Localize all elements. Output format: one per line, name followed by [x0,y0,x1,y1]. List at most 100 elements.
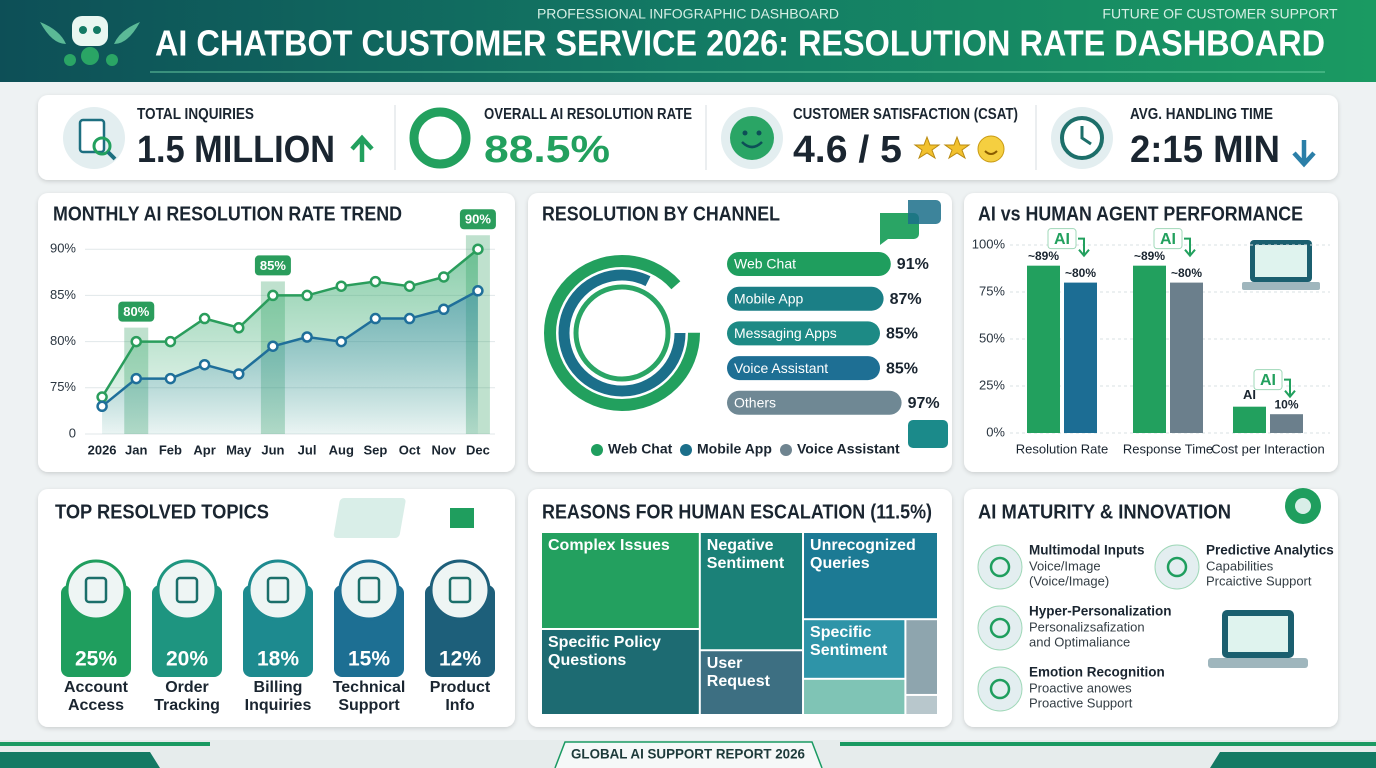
bar [1064,282,1097,433]
value-label: ~89% [1134,249,1165,263]
value-label: ~80% [1171,266,1202,280]
treemap-tile [700,533,803,650]
value-badge [254,255,291,276]
topic-value: 12% [439,648,481,671]
x-tick-label: Jun [261,442,284,457]
bar [1170,282,1203,433]
innovation-icon [1154,544,1200,590]
innovation-line: Capabilities [1206,558,1274,573]
point [267,340,279,352]
value-label: 85% [886,326,918,343]
treemap-tile [700,651,803,714]
kpi-value: 1.5 MILLION [137,129,335,171]
value-label: 80% [123,304,149,319]
annotation-arrow [1078,237,1090,258]
bar [727,356,880,381]
header-title: AI CHATBOT CUSTOMER SERVICE 2026: RESOLU… [155,23,1325,64]
treemap-tile [906,695,937,714]
topic-value: 20% [166,648,208,671]
point [369,275,382,288]
legend-label: Voice Assistant [797,441,900,457]
annotation-box [1253,369,1283,391]
value-label: 85% [886,360,918,377]
y-tick-label: 90% [50,241,76,256]
x-tick-label: May [226,442,252,457]
point [267,289,279,302]
topic-icon [156,559,218,621]
legend-label: Mobile App [697,441,772,457]
x-tick-label: Feb [159,442,182,457]
panel-title: REASONS FOR HUMAN ESCALATION (11.5%) [542,501,932,523]
bar-label: Others [734,395,776,411]
point [198,312,211,325]
point [198,358,211,371]
y-tick-label: 80% [50,333,76,348]
topic-icon [338,559,400,621]
bar-label: Messaging Apps [734,325,837,341]
panel-title: MONTHLY AI RESOLUTION RATE TREND [53,203,402,225]
treemap-tile [804,533,937,619]
topic-glyph [448,576,472,604]
bar-label: Web Chat [734,256,796,272]
innovation-glyph [989,556,1011,578]
value-label: 97% [908,395,940,412]
innovation-line: Prcaictive Support [1206,573,1312,588]
point [438,271,450,283]
tile-label-box: Specific Sentiment [810,624,888,660]
panel-title: TOP RESOLVED TOPICS [55,501,269,523]
topic-value: 18% [257,648,299,671]
topic-label: Product Info [429,679,491,714]
treemap-tile [542,629,699,714]
kpi-label: CUSTOMER SATISFACTION (CSAT) [793,106,1018,123]
legend-swatch [680,444,692,456]
innovation-line: Personalizsafization [1029,619,1145,634]
footer-tab [554,741,823,768]
kpi-value: 88.5% [484,129,610,171]
y-tick-label: 85% [50,287,76,302]
topic-value: 25% [75,648,117,671]
tile-label-box: Complex Issues [548,537,670,554]
x-tick-label: 2026 [88,442,117,457]
value-label: 10% [1274,397,1298,411]
topic-label-box: Billing Inquiries [245,679,312,714]
topic-glyph [175,576,199,604]
tile-label: Specific Sentiment [810,624,888,660]
topic-label: Account Access [64,679,128,714]
bar [727,321,880,346]
tile-label: User Request [706,655,770,691]
topic-value: 15% [348,648,390,671]
tile-label-box: Negative Sentiment [707,537,784,572]
topic-glyph [84,576,108,604]
tile-label-box: Specific Policy Questions [548,634,661,669]
topic-glyph [357,576,381,604]
innovation-title: Predictive Analytics [1206,543,1334,558]
topic-label-box: Technical Support [332,679,406,714]
point [164,335,177,348]
innovation-glyph [989,617,1011,639]
footer-shape [0,752,1376,768]
innovation-icon [977,666,1023,712]
point [472,243,484,255]
annotation: AI [1160,231,1176,248]
innovation-icon [977,544,1023,590]
panel-title: AI vs HUMAN AGENT PERFORMANCE [978,203,1303,225]
y-tick-label: 100% [972,236,1006,251]
topic-label: Technical Support [332,679,406,714]
tile-label-box: User Request [706,655,770,691]
annotation-box [1153,228,1183,250]
decor-icons [333,240,1321,668]
y-tick-label: 25% [979,377,1005,392]
innovation-line: and Optimaliance [1029,634,1130,649]
innovation-icon [977,605,1023,651]
x-tick-label: Sep [363,442,387,457]
point [403,312,416,325]
treemap-tile [804,679,905,714]
value-label: ~80% [1065,266,1096,280]
annotation: AI [1054,231,1070,248]
kpi-label: AVG. HANDLING TIME [1130,106,1273,123]
bar [1027,265,1060,433]
bar [1270,414,1303,433]
innovation-glyph [989,678,1011,700]
point [164,372,177,385]
header-kicker: PROFESSIONAL INFOGRAPHIC DASHBOARD [537,6,839,22]
